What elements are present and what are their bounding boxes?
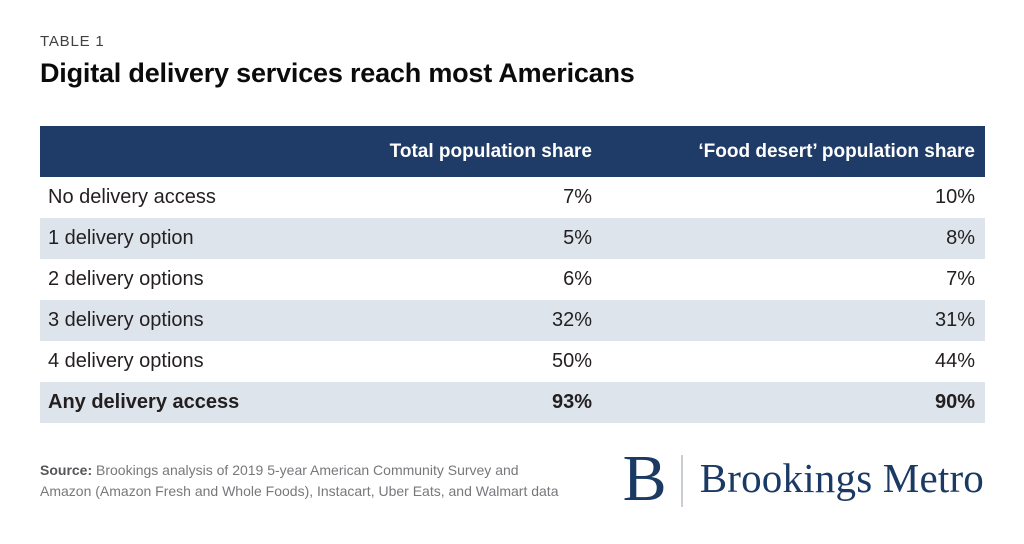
table-row-total: Any delivery access 93% 90% — [40, 382, 985, 423]
table-header-row: Total population share ‘Food desert’ pop… — [40, 126, 985, 177]
table-label: TABLE 1 — [40, 33, 105, 50]
source-text-line1: Brookings analysis of 2019 5-year Americ… — [96, 462, 519, 478]
cell-food-desert-share: 31% — [934, 309, 975, 331]
table-row: 1 delivery option 5% 8% — [40, 218, 985, 259]
row-label: 3 delivery options — [48, 309, 204, 331]
cell-total-share: 6% — [563, 268, 592, 290]
cell-total-share: 50% — [551, 350, 592, 372]
source-note: Source: Brookings analysis of 2019 5-yea… — [40, 460, 580, 502]
logo-divider — [680, 455, 683, 507]
cell-food-desert-share: 8% — [946, 227, 975, 249]
row-label: 1 delivery option — [48, 227, 194, 249]
cell-total-share: 93% — [551, 391, 592, 413]
row-label: 2 delivery options — [48, 268, 204, 290]
source-text-line2: Amazon (Amazon Fresh and Whole Foods), I… — [40, 483, 559, 499]
table-row: No delivery access 7% 10% — [40, 177, 985, 218]
brookings-logo: B Brookings Metro — [622, 442, 984, 515]
table-row: 2 delivery options 6% 7% — [40, 259, 985, 300]
row-label: Any delivery access — [48, 391, 240, 413]
figure-footer: Source: Brookings analysis of 2019 5-yea… — [40, 443, 984, 519]
row-label: No delivery access — [48, 186, 216, 208]
cell-total-share: 32% — [551, 309, 592, 331]
cell-total-share: 5% — [563, 227, 592, 249]
cell-food-desert-share: 7% — [946, 268, 975, 290]
header-cell-total-population-share: Total population share — [389, 140, 592, 162]
brookings-b-mark: B — [622, 442, 667, 515]
row-label: 4 delivery options — [48, 350, 204, 372]
cell-food-desert-share: 90% — [934, 391, 975, 413]
page-title: Digital delivery services reach most Ame… — [40, 58, 635, 88]
table-row: 3 delivery options 32% 31% — [40, 300, 985, 341]
cell-food-desert-share: 44% — [934, 350, 975, 372]
source-label: Source: — [40, 462, 93, 478]
header-cell-food-desert-population-share: ‘Food desert’ population share — [698, 140, 975, 162]
data-table: Total population share ‘Food desert’ pop… — [40, 126, 985, 423]
table-row: 4 delivery options 50% 44% — [40, 341, 985, 382]
cell-food-desert-share: 10% — [934, 186, 975, 208]
cell-total-share: 7% — [563, 186, 592, 208]
brookings-metro-wordmark: Brookings Metro — [699, 454, 984, 501]
